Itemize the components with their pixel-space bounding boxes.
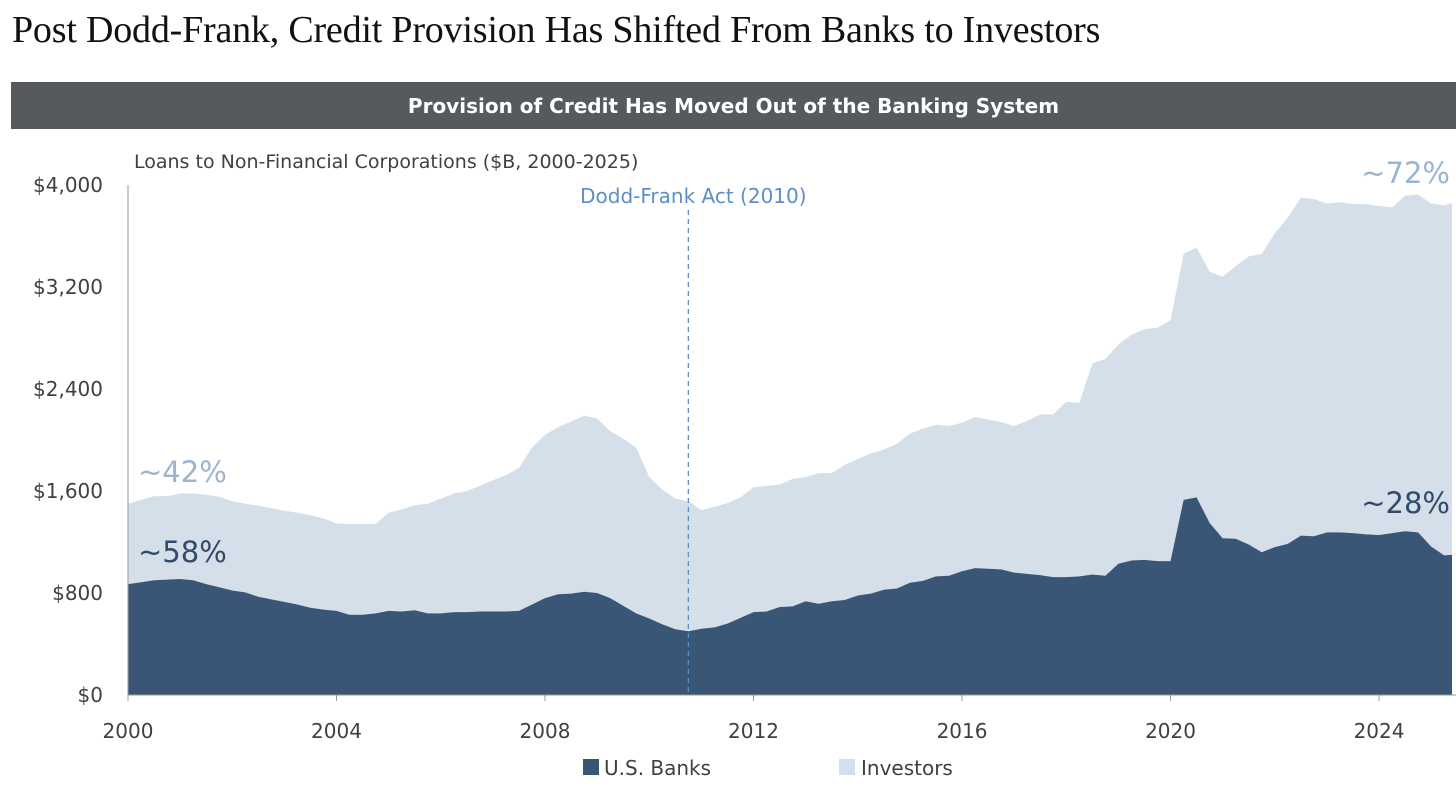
dodd-frank-label: Dodd-Frank Act (2010) (580, 184, 806, 208)
x-tick-label: 2020 (1145, 719, 1196, 743)
x-tick-label: 2000 (103, 719, 154, 743)
x-tick-label: 2004 (311, 719, 362, 743)
legend-swatch-us-banks (583, 759, 599, 775)
investors-end-share-label: ~72% (1361, 156, 1450, 190)
x-tick-label: 2024 (1354, 719, 1405, 743)
x-tick-label: 2016 (937, 719, 988, 743)
us-banks-area (128, 497, 1452, 695)
y-tick-label: $800 (52, 581, 103, 605)
legend-label-us-banks: U.S. Banks (604, 756, 711, 780)
banner-title: Provision of Credit Has Moved Out of the… (407, 93, 1060, 118)
x-axis-ticks (127, 695, 1380, 701)
page-title: Post Dodd-Frank, Credit Provision Has Sh… (12, 9, 1101, 51)
y-tick-label: $2,400 (33, 377, 103, 401)
banks-end-share-label: ~28% (1361, 486, 1450, 520)
x-tick-label: 2012 (728, 719, 779, 743)
y-tick-label: $4,000 (33, 173, 103, 197)
x-tick-label: 2008 (520, 719, 571, 743)
x-axis-labels: 2000 2004 2008 2012 2016 2020 2024 (103, 719, 1405, 743)
investors-area (128, 194, 1452, 632)
y-tick-label: $1,600 (33, 479, 103, 503)
banks-start-share-label: ~58% (138, 535, 227, 569)
y-tick-label: $3,200 (33, 275, 103, 299)
stacked-areas (128, 194, 1452, 695)
chart-banner: Provision of Credit Has Moved Out of the… (11, 82, 1456, 129)
legend-swatch-investors (839, 759, 855, 775)
y-axis-labels: $0 $800 $1,600 $2,400 $3,200 $4,000 (33, 173, 103, 707)
legend: U.S. Banks Investors (583, 756, 953, 780)
investors-start-share-label: ~42% (138, 455, 227, 489)
legend-label-investors: Investors (861, 756, 953, 780)
y-tick-label: $0 (78, 683, 103, 707)
chart-title: Loans to Non-Financial Corporations ($B,… (134, 151, 638, 173)
